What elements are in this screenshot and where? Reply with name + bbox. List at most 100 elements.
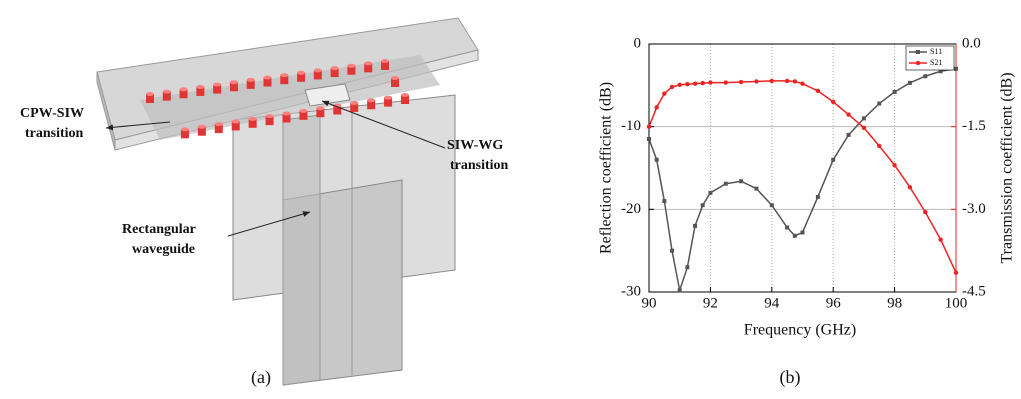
via-top: [181, 127, 189, 131]
marker: [877, 144, 881, 148]
x-tick-label: 96: [826, 295, 842, 311]
marker: [785, 226, 789, 230]
via-top: [350, 101, 358, 105]
via-top: [381, 59, 389, 63]
label: transition: [25, 126, 84, 141]
marker: [654, 105, 658, 109]
marker: [801, 230, 805, 234]
marker: [908, 81, 912, 85]
marker: [938, 237, 942, 241]
marker: [793, 234, 797, 238]
marker: [954, 67, 958, 71]
marker: [954, 271, 958, 275]
marker: [847, 133, 851, 137]
via-top: [249, 117, 257, 121]
marker: [708, 191, 712, 195]
y-tick-label: -30: [621, 283, 641, 299]
marker: [655, 158, 659, 162]
figure: CPW-SIW transition SIW-WG transition Rec…: [0, 0, 1021, 394]
y-axis-title: Reflection coefficient (dB): [598, 82, 615, 254]
via-top: [316, 106, 324, 110]
marker: [800, 81, 804, 85]
via-top: [213, 83, 221, 87]
marker: [923, 210, 927, 214]
marker: [908, 185, 912, 189]
via-top: [264, 76, 272, 80]
via-top: [163, 90, 171, 94]
marker: [877, 102, 881, 106]
y2-tick-label: -4.5: [962, 283, 986, 299]
label: CPW-SIW: [20, 106, 84, 121]
marker: [770, 79, 774, 83]
x-tick-label: 94: [764, 295, 780, 311]
via-top: [283, 112, 291, 116]
via-top: [232, 119, 240, 123]
y-tick-label: -20: [621, 201, 641, 217]
via-top: [280, 73, 288, 77]
x-tick-label: 90: [642, 295, 657, 311]
marker: [739, 80, 743, 84]
marker: [647, 124, 651, 128]
marker: [831, 100, 835, 104]
marker: [846, 112, 850, 116]
marker: [678, 83, 682, 87]
label: Rectangular: [122, 222, 196, 237]
legend-marker: [916, 61, 920, 65]
marker: [708, 80, 712, 84]
marker: [754, 187, 758, 191]
marker: [647, 137, 651, 141]
via-top: [247, 78, 255, 82]
y2-tick-label: -3.0: [962, 201, 986, 217]
via-top: [215, 122, 223, 126]
waveguide-wall: [283, 115, 320, 385]
via-top: [347, 64, 355, 68]
marker: [724, 182, 728, 186]
marker: [892, 163, 896, 167]
marker: [701, 81, 705, 85]
x-axis-title: Frequency (GHz): [744, 322, 856, 339]
diagram-a: CPW-SIW transition SIW-WG transition Rec…: [20, 18, 509, 388]
marker: [862, 126, 866, 130]
marker: [662, 199, 666, 203]
caption: (b): [780, 367, 801, 388]
legend-marker: [916, 50, 920, 54]
via-top: [314, 68, 322, 72]
marker: [793, 79, 797, 83]
marker: [685, 82, 689, 86]
y2-tick-label: -1.5: [962, 118, 986, 134]
via-top: [196, 85, 204, 89]
marker: [685, 265, 689, 269]
caption: (a): [251, 367, 271, 388]
legend-label: S21: [930, 58, 942, 67]
x-tick-label: 98: [887, 295, 902, 311]
via-top: [384, 96, 392, 100]
marker: [831, 158, 835, 162]
via-top: [364, 61, 372, 65]
marker: [816, 89, 820, 93]
marker: [701, 203, 705, 207]
y2-tick-label: 0.0: [962, 35, 981, 51]
marker: [893, 90, 897, 94]
marker: [862, 116, 866, 120]
via-top: [297, 71, 305, 75]
marker: [754, 79, 758, 83]
via-top: [331, 66, 339, 70]
marker: [670, 249, 674, 253]
marker: [923, 74, 927, 78]
series-line: [649, 69, 956, 291]
y2-axis-title: Transmission coefficient (dB): [999, 72, 1016, 263]
via-top: [180, 87, 188, 91]
marker: [662, 91, 666, 95]
marker: [693, 81, 697, 85]
via-top: [401, 93, 409, 97]
y-tick-label: -10: [621, 118, 641, 134]
label: transition: [450, 158, 509, 173]
marker: [770, 203, 774, 207]
via-top: [198, 125, 206, 129]
via-top: [391, 76, 399, 80]
marker: [678, 288, 682, 292]
marker: [785, 79, 789, 83]
y-tick-label: 0: [634, 35, 642, 51]
label: SIW-WG: [447, 138, 503, 153]
via-top: [299, 109, 307, 113]
